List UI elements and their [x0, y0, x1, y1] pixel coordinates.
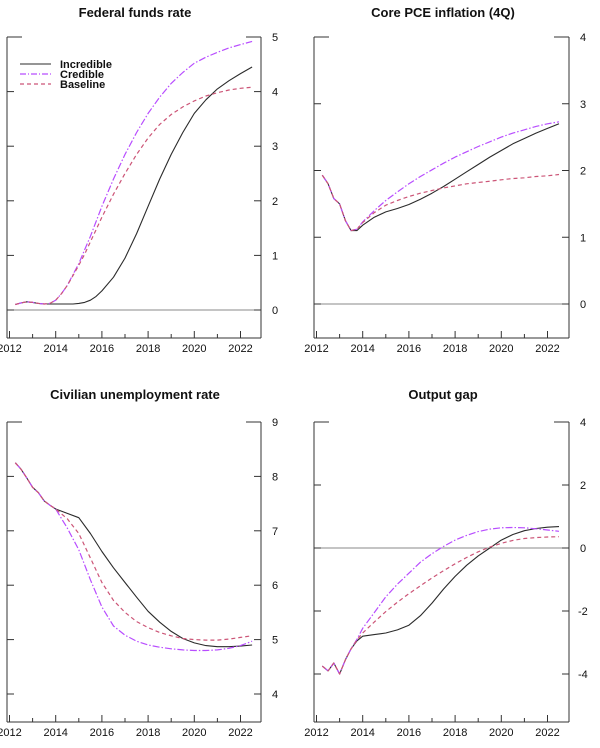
- series-line-incredible: [321, 123, 560, 232]
- y-tick-label: 4: [272, 87, 278, 99]
- x-tick-label: 2020: [182, 727, 206, 739]
- x-tick-label: 2014: [350, 343, 374, 355]
- panel-core-pce-inflation: Core PCE inflation (4Q) 2012 2014 2016 2018…: [304, 5, 586, 355]
- panel-title: Civilian unemployment rate: [50, 387, 220, 402]
- x-tick-label: 2018: [136, 727, 160, 739]
- y-tick-label: 2: [580, 166, 586, 178]
- y-tick-label: 4: [272, 689, 278, 701]
- panel-federal-funds-rate: Federal funds rate 2012 2014 2016 2018 2020 2…: [0, 5, 278, 355]
- y-tick-label: 3: [272, 141, 278, 153]
- y-tick-label: 3: [580, 99, 586, 111]
- y-tick-label: 0: [580, 299, 586, 311]
- x-tick-label: 2022: [228, 343, 252, 355]
- panel-output-gap: Output gap 2012 2014 2016 2018 2020 2022 -4 -2 0…: [304, 387, 588, 739]
- y-tick-label: 2: [272, 196, 278, 208]
- y-tick-label: 0: [580, 543, 586, 555]
- x-tick-label: 2014: [350, 727, 374, 739]
- y-tick-label: 8: [272, 471, 278, 483]
- y-tick-label: 5: [272, 635, 278, 647]
- x-tick-label: 2018: [136, 343, 160, 355]
- x-tick-label: 2012: [304, 343, 328, 355]
- y-tick-label: -4: [578, 669, 588, 681]
- x-tick-label: 2014: [43, 727, 67, 739]
- x-tick-label: 2022: [228, 727, 252, 739]
- legend: Incredible Credible Baseline: [20, 59, 112, 91]
- panel-title: Federal funds rate: [79, 5, 192, 20]
- x-tick-label: 2018: [443, 727, 467, 739]
- y-tick-label: 0: [272, 305, 278, 317]
- y-tick-label: 6: [272, 580, 278, 592]
- x-tick-label: 2016: [90, 727, 114, 739]
- y-tick-label: 1: [272, 250, 278, 262]
- x-tick-label: 2020: [182, 343, 206, 355]
- y-tick-label: 2: [580, 480, 586, 492]
- series-line-baseline: [321, 536, 560, 675]
- x-tick-label: 2018: [443, 343, 467, 355]
- y-tick-label: 1: [580, 232, 586, 244]
- legend-label-baseline: Baseline: [60, 79, 105, 91]
- series-line-baseline: [321, 173, 560, 232]
- series-line-baseline: [14, 462, 253, 641]
- series-line-credible: [15, 40, 253, 306]
- y-tick-label: 4: [580, 32, 586, 44]
- x-tick-label: 2022: [535, 727, 559, 739]
- x-tick-label: 2016: [397, 343, 421, 355]
- x-tick-label: 2016: [397, 727, 421, 739]
- legend-label-incredible: Incredible: [60, 59, 112, 71]
- panel-title: Output gap: [408, 387, 477, 402]
- x-tick-label: 2020: [489, 727, 513, 739]
- x-tick-label: 2012: [0, 727, 22, 739]
- x-tick-label: 2012: [0, 343, 22, 355]
- y-tick-label: 5: [272, 32, 278, 44]
- series-line-baseline: [15, 86, 253, 306]
- y-tick-label: 7: [272, 526, 278, 538]
- series-line-credible: [321, 526, 560, 675]
- x-tick-label: 2020: [489, 343, 513, 355]
- y-tick-label: 9: [272, 417, 278, 429]
- series-line-incredible: [15, 66, 253, 306]
- series-line-credible: [14, 462, 253, 652]
- panel-title: Core PCE inflation (4Q): [371, 5, 515, 20]
- x-tick-label: 2022: [535, 343, 559, 355]
- panel-civilian-unemployment-rate: Civilian unemployment rate 2012 2014 2016 2…: [0, 387, 278, 739]
- x-tick-label: 2014: [43, 343, 67, 355]
- series-line-credible: [321, 121, 560, 232]
- x-tick-label: 2016: [90, 343, 114, 355]
- x-tick-label: 2012: [304, 727, 328, 739]
- y-tick-label: -2: [578, 606, 588, 618]
- legend-label-credible: Credible: [60, 69, 104, 81]
- y-tick-label: 4: [580, 417, 586, 429]
